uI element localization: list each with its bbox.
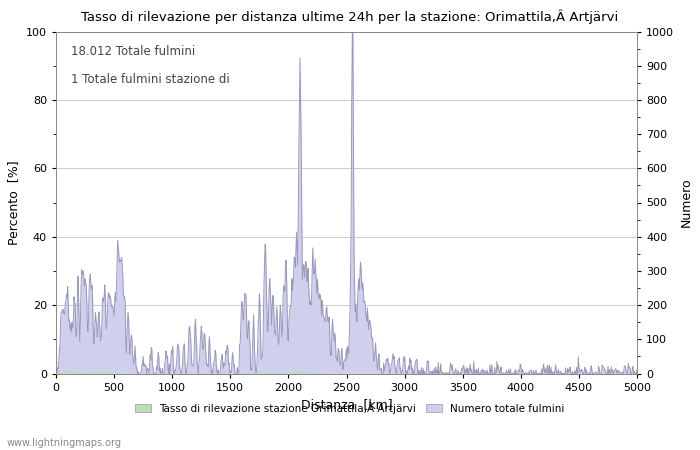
Text: Tasso di rilevazione per distanza ultime 24h per la stazione: Orimattila,Â Artjä: Tasso di rilevazione per distanza ultime…: [81, 9, 619, 23]
Legend: Tasso di rilevazione stazione Orimattila,Â Artjärvi, Numero totale fulmini: Tasso di rilevazione stazione Orimattila…: [131, 397, 569, 418]
Text: www.lightningmaps.org: www.lightningmaps.org: [7, 437, 122, 447]
X-axis label: Distanza  [km]: Distanza [km]: [301, 398, 392, 411]
Text: 1 Totale fulmini stazione di: 1 Totale fulmini stazione di: [71, 72, 230, 86]
Y-axis label: Numero: Numero: [680, 178, 692, 227]
Y-axis label: Percento  [%]: Percento [%]: [8, 160, 20, 245]
Text: 18.012 Totale fulmini: 18.012 Totale fulmini: [71, 45, 195, 58]
